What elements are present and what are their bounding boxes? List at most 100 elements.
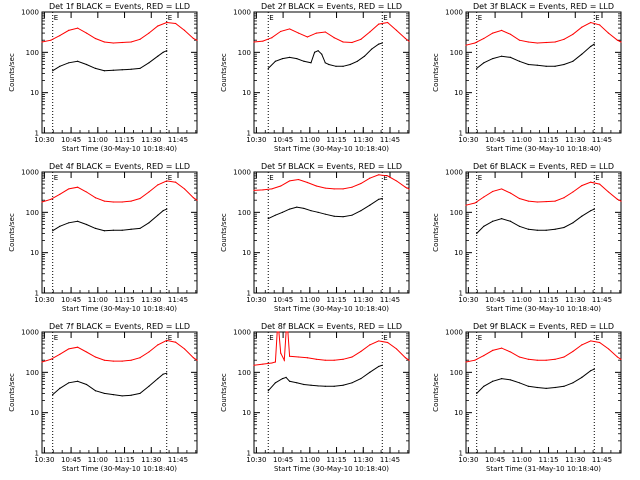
data-point (554, 358, 556, 360)
marker-label: E (168, 334, 172, 342)
data-point (112, 229, 114, 231)
y-tick-label: 1 (459, 450, 463, 458)
data-point (483, 37, 485, 40)
data-point (369, 371, 371, 373)
x-tick-label: 10:30 (458, 136, 478, 144)
data-point (581, 185, 583, 187)
x-tick-label: 11:30 (141, 456, 161, 464)
data-point (50, 39, 52, 41)
data-point (408, 359, 410, 361)
x-tick-label: 11:00 (88, 296, 108, 304)
data-point (395, 180, 398, 182)
x-axis-label: Start Time (30-May-10 10:18:40) (62, 305, 177, 313)
detector-panel-2: Det 2f BLACK = Events, RED = LLD 1 10 100 10… (220, 2, 410, 153)
data-point (148, 351, 150, 353)
x-tick-label: 11:15 (114, 296, 134, 304)
data-point (175, 181, 177, 183)
data-point (121, 41, 123, 44)
data-point (501, 217, 503, 220)
y-tick-label: 100 (238, 369, 251, 377)
data-point (509, 220, 512, 222)
data-point (68, 222, 70, 224)
data-point (483, 354, 485, 357)
data-point (121, 69, 123, 71)
data-point (616, 39, 619, 41)
series-line-lld (465, 181, 622, 206)
y-axis-label: Counts/sec (220, 213, 228, 252)
data-point (378, 174, 380, 176)
x-tick-label: 11:45 (380, 136, 400, 144)
data-point (94, 227, 97, 229)
data-point (333, 215, 335, 217)
data-point (280, 30, 282, 33)
data-point (545, 65, 547, 67)
data-point (501, 29, 503, 31)
data-point (536, 359, 538, 361)
data-point (85, 383, 88, 386)
data-point (370, 48, 373, 50)
detector-panel-1: Det 1f BLACK = Events, RED = LLD 1 10 100 10… (8, 2, 198, 153)
data-point (285, 376, 287, 378)
data-point (590, 210, 592, 212)
panel-title: Det 7f BLACK = Events, RED = LLD (49, 322, 190, 331)
data-point (278, 331, 280, 333)
x-tick-label: 10:30 (34, 136, 54, 144)
data-point (483, 385, 485, 387)
panel-title: Det 3f BLACK = Events, RED = LLD (473, 2, 614, 11)
data-point (381, 364, 383, 366)
data-point (130, 200, 132, 202)
data-point (324, 31, 326, 33)
data-point (328, 63, 330, 66)
series-line-events (476, 208, 595, 234)
y-tick-label: 100 (450, 369, 463, 377)
marker-label: E (269, 334, 273, 342)
data-point (518, 197, 521, 200)
marker-label: E (595, 14, 599, 22)
marker-label: E (478, 174, 482, 182)
data-point (281, 211, 284, 213)
data-point (509, 192, 512, 194)
data-point (465, 44, 467, 46)
data-point (281, 57, 284, 60)
data-point (342, 216, 344, 218)
data-point (381, 197, 383, 200)
data-point (333, 188, 335, 190)
x-tick-label: 10:45 (273, 456, 293, 464)
data-point (351, 41, 353, 44)
data-point (289, 208, 291, 210)
x-tick-label: 11:30 (565, 456, 585, 464)
data-point (492, 32, 494, 34)
data-point (296, 206, 298, 208)
data-point (369, 177, 371, 179)
plot-frame (253, 11, 410, 134)
marker-label: E (478, 334, 482, 342)
data-point (492, 220, 494, 222)
data-point (360, 38, 362, 40)
data-point (616, 356, 619, 358)
x-tick-label: 10:45 (273, 136, 293, 144)
data-point (572, 33, 574, 35)
series-line-events (52, 208, 167, 232)
data-point (85, 351, 88, 353)
x-tick-label: 11:15 (538, 136, 558, 144)
data-point (274, 361, 276, 363)
data-point (139, 38, 141, 40)
x-tick-label: 11:30 (565, 136, 585, 144)
marker-label: E (269, 14, 273, 22)
x-tick-label: 11:45 (168, 296, 188, 304)
data-point (59, 353, 61, 355)
data-point (554, 65, 556, 67)
x-tick-label: 11:45 (380, 456, 400, 464)
data-point (157, 377, 159, 380)
data-point (271, 362, 273, 364)
y-tick-label: 1000 (233, 169, 251, 177)
panel-title: Det 6f BLACK = Events, RED = LLD (473, 162, 614, 171)
data-point (572, 222, 574, 224)
marker-label: E (383, 334, 387, 342)
data-point (387, 341, 389, 344)
data-point (94, 356, 97, 358)
x-tick-label: 10:45 (485, 456, 505, 464)
data-point (77, 380, 79, 382)
data-point (378, 23, 380, 25)
x-tick-label: 10:30 (34, 456, 54, 464)
